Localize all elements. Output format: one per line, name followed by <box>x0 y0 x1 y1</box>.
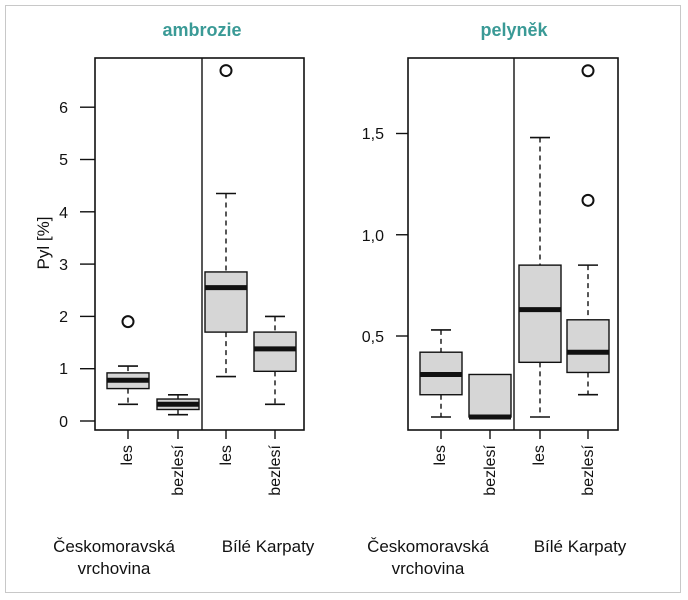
x-category-label: bezlesí <box>482 444 499 495</box>
chart-marks <box>80 57 619 439</box>
y-axis-label: Pyl [%] <box>34 217 53 270</box>
chart-title-pelynek: pelyněk <box>480 20 548 40</box>
y-tick-label: 1,0 <box>362 228 384 245</box>
outlier-point <box>121 315 135 329</box>
chart-title-ambrozie: ambrozie <box>162 20 241 40</box>
box-iqr <box>204 271 248 333</box>
y-tick-labels-pelynek: 0,5 1,0 1,5 <box>362 126 384 346</box>
plot-frame <box>94 57 305 431</box>
y-tick-label: 1 <box>59 361 68 378</box>
y-tick-label: 4 <box>59 205 68 222</box>
region-label-vrchovina: vrchovina <box>392 559 465 578</box>
figure-frame <box>5 5 681 593</box>
x-category-label: les <box>218 445 235 465</box>
box-iqr <box>253 331 297 373</box>
y-tick-label: 5 <box>59 152 68 169</box>
region-label-ceskomoravska: Českomoravská <box>53 537 175 556</box>
y-tick-label: 6 <box>59 100 68 117</box>
y-tick-label: 1,5 <box>362 126 384 143</box>
region-label-bile-karpaty: Bílé Karpaty <box>222 537 315 556</box>
outlier-point <box>581 193 595 207</box>
box-iqr <box>468 373 512 418</box>
box-iqr <box>566 319 610 374</box>
y-tick-labels-ambrozie: 0 1 2 3 4 5 6 <box>59 100 68 431</box>
y-tick-label: 3 <box>59 257 68 274</box>
region-label-ceskomoravska: Českomoravská <box>367 537 489 556</box>
y-tick-label: 0 <box>59 414 68 431</box>
outlier-point <box>219 64 233 78</box>
x-category-label: les <box>119 445 136 465</box>
plot-frame <box>407 57 619 431</box>
box-iqr <box>518 264 562 364</box>
x-category-label: bezlesí <box>267 444 284 495</box>
y-tick-label: 0,5 <box>362 329 384 346</box>
x-category-labels-pelynek: les bezlesí les bezlesí <box>432 444 597 495</box>
x-category-label: bezlesí <box>580 444 597 495</box>
region-label-bile-karpaty: Bílé Karpaty <box>534 537 627 556</box>
x-category-label: bezlesí <box>170 444 187 495</box>
x-category-label: les <box>531 445 548 465</box>
region-labels: Českomoravská vrchovina Bílé Karpaty Čes… <box>53 537 627 578</box>
x-category-label: les <box>432 445 449 465</box>
x-category-labels-ambrozie: les bezlesí les bezlesí <box>119 444 284 495</box>
region-label-vrchovina: vrchovina <box>78 559 151 578</box>
y-tick-label: 2 <box>59 309 68 326</box>
outlier-point <box>581 64 595 78</box>
